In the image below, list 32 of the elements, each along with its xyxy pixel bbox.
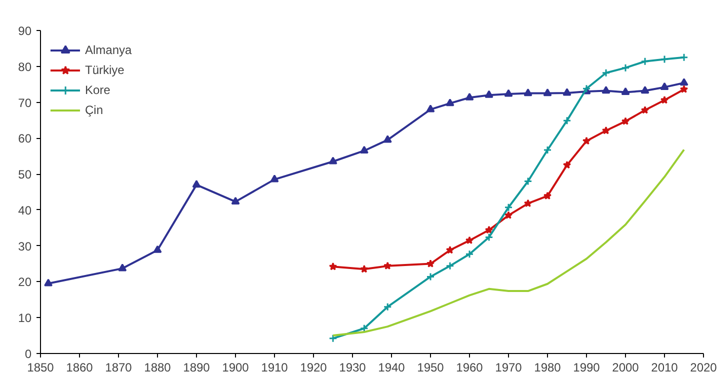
y-tick-label: 70 bbox=[18, 96, 32, 110]
x-tick-label: 1900 bbox=[222, 360, 250, 374]
x-tick-label: 1960 bbox=[456, 360, 484, 374]
y-tick-label: 40 bbox=[18, 203, 32, 218]
x-tick-label: 1920 bbox=[300, 360, 328, 374]
y-tick-label: 20 bbox=[18, 275, 32, 290]
x-tick-label: 1980 bbox=[534, 360, 562, 374]
y-tick-label: 60 bbox=[18, 132, 32, 146]
y-tick-label: 0 bbox=[24, 347, 32, 361]
x-tick-label: 1850 bbox=[27, 360, 54, 374]
x-tick-label: 2020 bbox=[690, 360, 718, 374]
x-tick-label: 1940 bbox=[378, 360, 406, 374]
x-tick-label: 1860 bbox=[66, 360, 94, 374]
y-tick-label: 10 bbox=[18, 311, 32, 326]
x-tick-label: 1870 bbox=[105, 360, 132, 374]
legend-label: Kore bbox=[85, 83, 110, 97]
y-tick-label: 80 bbox=[18, 60, 32, 74]
x-tick-label: 1930 bbox=[339, 360, 366, 374]
x-tick-label: 1880 bbox=[144, 360, 172, 374]
x-tick-label: 1910 bbox=[261, 360, 288, 374]
x-tick-label: 2000 bbox=[612, 360, 640, 374]
y-tick-label: 30 bbox=[18, 239, 32, 254]
x-tick-label: 2010 bbox=[651, 360, 678, 374]
x-tick-label: 1890 bbox=[183, 360, 210, 374]
legend-label: Almanya bbox=[85, 43, 132, 57]
x-tick-label: 1950 bbox=[417, 360, 444, 374]
legend-label: Çin bbox=[85, 103, 104, 117]
x-tick-label: 1990 bbox=[573, 360, 600, 374]
y-tick-label: 90 bbox=[18, 24, 32, 38]
x-tick-label: 1970 bbox=[495, 360, 522, 374]
y-tick-label: 50 bbox=[18, 168, 32, 182]
legend-label: Türkiye bbox=[85, 63, 124, 77]
